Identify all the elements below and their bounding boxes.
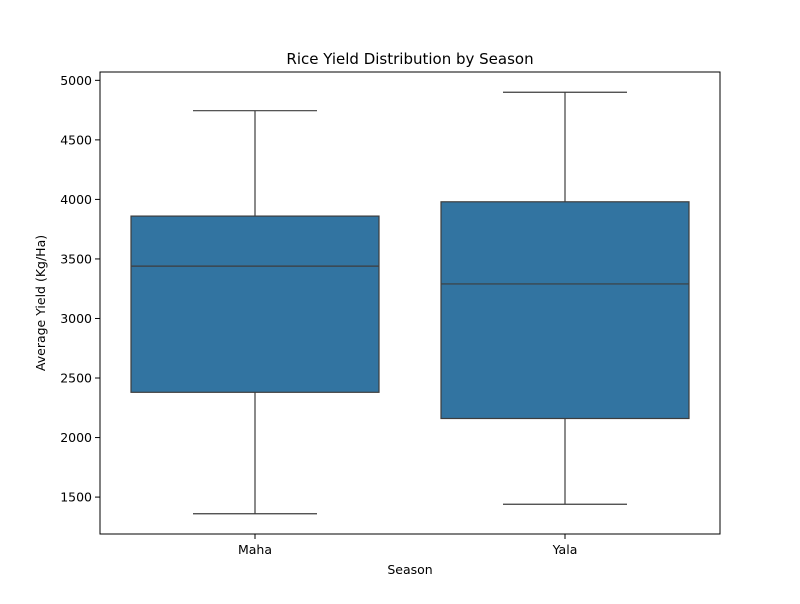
chart-title: Rice Yield Distribution by Season xyxy=(286,50,533,68)
y-tick-label-2000: 2000 xyxy=(60,430,92,445)
x-tick-label-yala: Yala xyxy=(552,542,578,557)
y-tick-label-3000: 3000 xyxy=(60,311,92,326)
plot-area: 1500 2000 2500 3000 3500 4000 4500 5000 Maha Yala xyxy=(60,71,721,557)
x-tick-label-maha: Maha xyxy=(238,542,272,557)
y-axis-label: Average Yield (Kg/Ha) xyxy=(33,235,48,371)
y-tick-label-5000: 5000 xyxy=(60,73,92,88)
y-tick-label-1500: 1500 xyxy=(60,490,92,505)
x-axis-label: Season xyxy=(387,562,432,577)
box-yala xyxy=(440,201,690,420)
y-tick-label-2500: 2500 xyxy=(60,371,92,386)
y-tick-label-4500: 4500 xyxy=(60,132,92,147)
y-tick-label-4000: 4000 xyxy=(60,192,92,207)
y-tick-label-3500: 3500 xyxy=(60,251,92,266)
plot-frame xyxy=(99,71,721,535)
box-maha xyxy=(130,215,380,393)
